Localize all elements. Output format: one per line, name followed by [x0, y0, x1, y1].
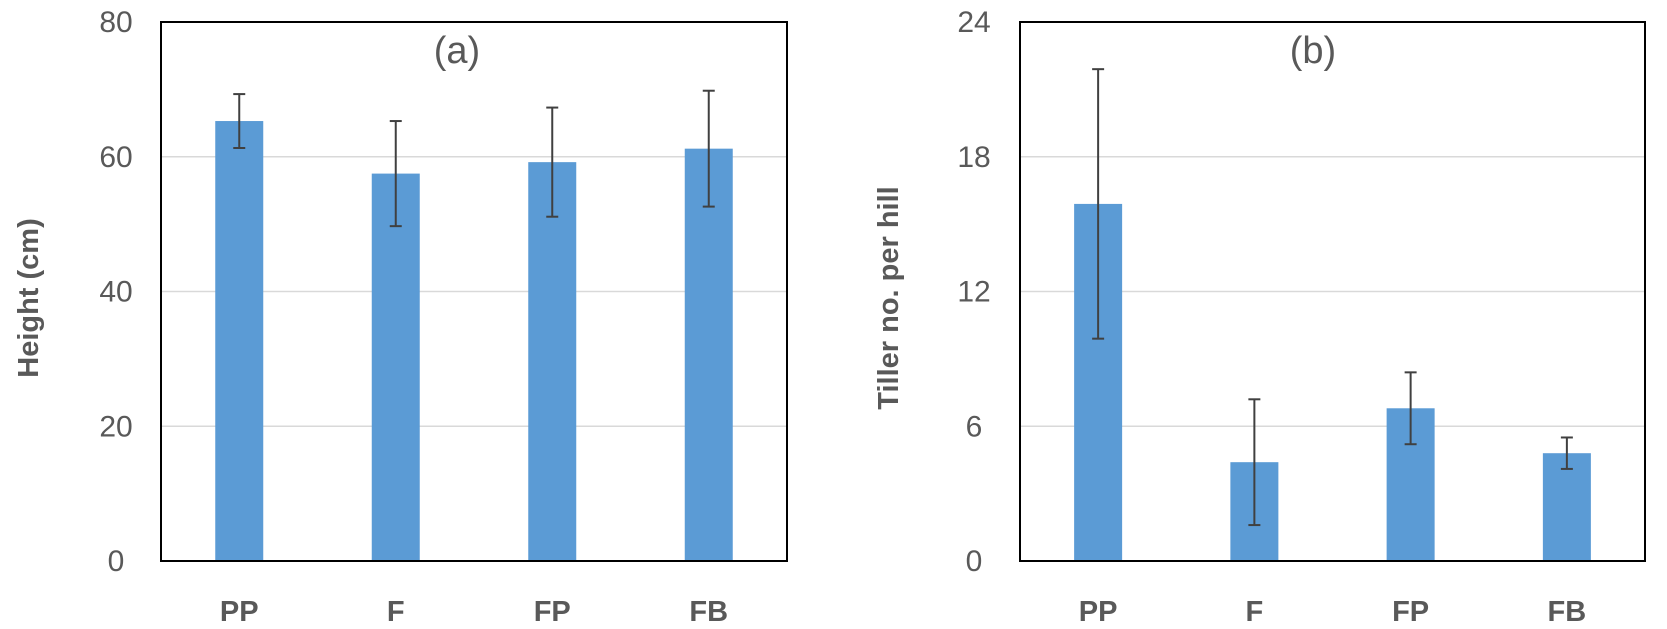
panel-b: 0 6 12 18 24 PP F FP FB Tiller no. per hill (b)	[873, 6, 1646, 628]
y-tick-label: 0	[966, 545, 983, 578]
x-category-label: F	[387, 596, 405, 628]
x-category-label: PP	[1079, 596, 1118, 628]
panel-annotation: (b)	[1290, 30, 1336, 72]
x-category-label: FB	[1548, 596, 1587, 628]
y-tick-label: 60	[99, 141, 132, 174]
error-bar-f	[389, 120, 402, 228]
error-bar-pp	[1092, 68, 1105, 340]
x-category-label: FP	[534, 596, 571, 628]
error-bar-fp	[1404, 371, 1417, 446]
y-tick-label: 20	[99, 410, 132, 443]
y-axis-title: Tiller no. per hill	[873, 186, 905, 409]
y-tick-label: 12	[957, 276, 990, 309]
y-tick-label: 40	[99, 276, 132, 309]
error-bar-fb	[1560, 436, 1573, 470]
x-category-label: PP	[220, 596, 259, 628]
y-tick-label: 18	[957, 141, 990, 174]
bar-fp	[528, 162, 577, 561]
y-tick-label: 0	[108, 545, 125, 578]
y-tick-label: 24	[957, 6, 990, 39]
panel-annotation: (a)	[434, 30, 480, 72]
error-bar-fb	[702, 89, 715, 208]
y-axis-title: Height (cm)	[13, 218, 45, 378]
bar-fb	[684, 148, 733, 562]
y-tick-label: 6	[966, 410, 983, 443]
x-category-label: FB	[689, 596, 728, 628]
plot-frame	[1019, 21, 1646, 562]
plot-frame	[160, 21, 788, 562]
error-bar-fp	[546, 106, 559, 218]
bar-pp	[215, 121, 264, 561]
x-category-label: FP	[1392, 596, 1429, 628]
bar-fb	[1542, 453, 1591, 561]
x-category-label: F	[1246, 596, 1264, 628]
error-bar-pp	[233, 93, 246, 149]
error-bar-f	[1248, 398, 1261, 527]
bar-f	[371, 173, 420, 561]
panel-a: 0 20 40 60 80 PP F FP FB Height (cm) (a)	[13, 6, 788, 628]
y-tick-label: 80	[99, 6, 132, 39]
